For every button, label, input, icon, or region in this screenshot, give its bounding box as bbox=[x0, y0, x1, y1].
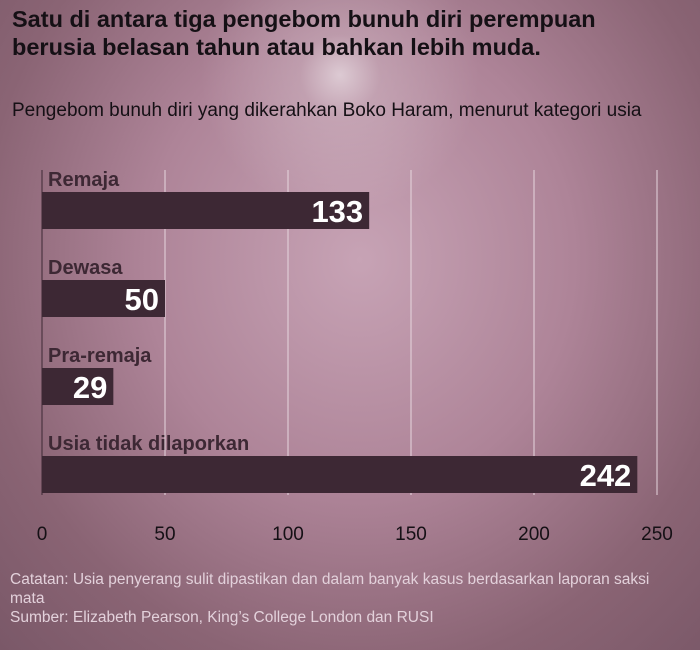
x-tick-label-0: 0 bbox=[37, 524, 48, 545]
chart-title: Satu di antara tiga pengebom bunuh diri … bbox=[12, 6, 596, 60]
bar bbox=[42, 192, 370, 229]
category-label: Usia tidak dilaporkan bbox=[48, 433, 249, 455]
x-tick-label-50: 50 bbox=[154, 524, 175, 545]
chart-subtitle: Pengebom bunuh diri yang dikerahkan Boko… bbox=[12, 100, 642, 121]
x-tick-label-150: 150 bbox=[395, 524, 427, 545]
value-label: 242 bbox=[580, 458, 632, 493]
value-label: 133 bbox=[311, 194, 363, 229]
category-label: Pra-remaja bbox=[48, 345, 152, 367]
footnote: Catatan: Usia penyerang sulit dipastikan… bbox=[10, 571, 650, 607]
source-note: Sumber: Elizabeth Pearson, King’s Colleg… bbox=[10, 609, 434, 626]
value-label: 50 bbox=[125, 282, 159, 317]
bar bbox=[42, 368, 114, 405]
category-label: Remaja bbox=[48, 169, 120, 191]
x-tick-label-200: 200 bbox=[518, 524, 550, 545]
category-label: Dewasa bbox=[48, 257, 123, 279]
x-tick-label-250: 250 bbox=[641, 524, 673, 545]
x-axis: 0 50 100 150 200 250 bbox=[37, 524, 673, 545]
bar bbox=[42, 456, 638, 493]
footer: Catatan: Usia penyerang sulit dipastikan… bbox=[10, 570, 680, 627]
value-label: 29 bbox=[73, 370, 107, 405]
x-tick-label-100: 100 bbox=[272, 524, 304, 545]
bar bbox=[42, 280, 165, 317]
